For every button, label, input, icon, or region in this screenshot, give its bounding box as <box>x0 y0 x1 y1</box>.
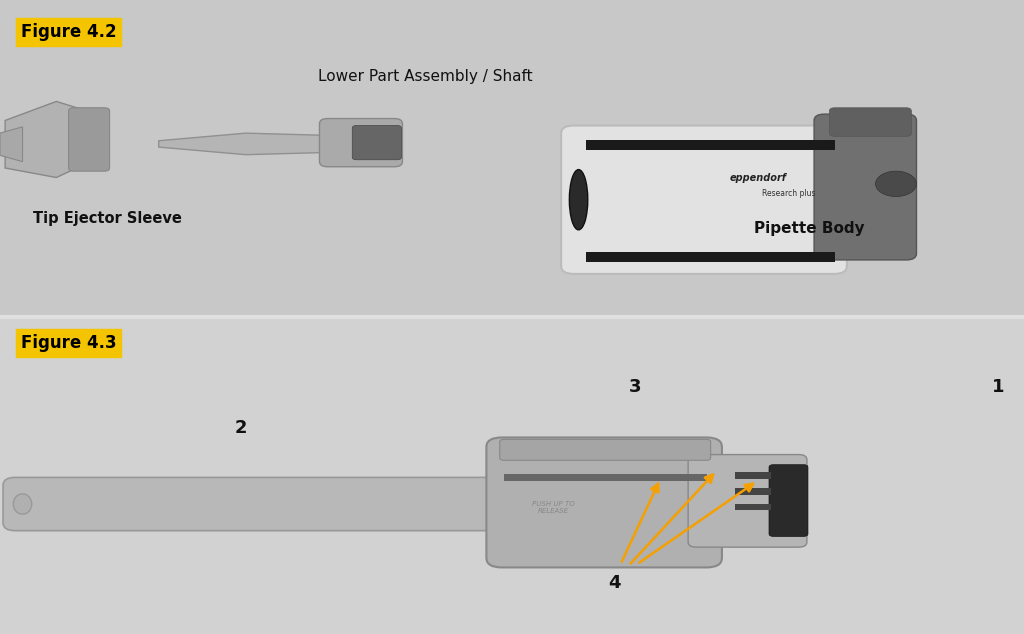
Bar <box>0 0 1024 317</box>
FancyBboxPatch shape <box>500 439 711 460</box>
Text: Figure 4.2: Figure 4.2 <box>20 23 117 41</box>
FancyBboxPatch shape <box>829 108 911 136</box>
Bar <box>735 472 771 479</box>
FancyBboxPatch shape <box>486 437 722 567</box>
Text: Tip Ejector Sleeve: Tip Ejector Sleeve <box>33 211 182 226</box>
Text: PUSH UP TO
RELEASE: PUSH UP TO RELEASE <box>531 501 574 514</box>
Text: 1: 1 <box>992 378 1005 396</box>
Text: Figure 4.3: Figure 4.3 <box>20 334 117 352</box>
Ellipse shape <box>13 494 32 514</box>
Polygon shape <box>159 133 338 155</box>
Bar <box>586 252 835 262</box>
Text: Lower Part Assembly / Shaft: Lower Part Assembly / Shaft <box>317 68 532 84</box>
FancyBboxPatch shape <box>814 114 916 260</box>
FancyBboxPatch shape <box>352 126 401 160</box>
FancyBboxPatch shape <box>3 477 545 531</box>
Text: Pipette Body: Pipette Body <box>754 221 864 236</box>
Text: eppendorf: eppendorf <box>729 172 786 183</box>
FancyBboxPatch shape <box>769 465 808 536</box>
Polygon shape <box>5 101 97 178</box>
Polygon shape <box>0 127 23 162</box>
FancyBboxPatch shape <box>69 108 110 171</box>
Bar <box>735 504 771 510</box>
Circle shape <box>876 171 916 197</box>
Text: 4: 4 <box>608 574 621 592</box>
Text: 3: 3 <box>629 378 641 396</box>
FancyBboxPatch shape <box>688 455 807 547</box>
Ellipse shape <box>569 169 588 230</box>
Bar <box>586 140 835 150</box>
FancyBboxPatch shape <box>561 126 847 274</box>
Text: Research plus: Research plus <box>762 189 815 198</box>
FancyBboxPatch shape <box>319 119 402 167</box>
Text: 2: 2 <box>234 419 247 437</box>
Bar <box>735 488 771 495</box>
Bar <box>0 317 1024 634</box>
Bar <box>504 474 707 481</box>
